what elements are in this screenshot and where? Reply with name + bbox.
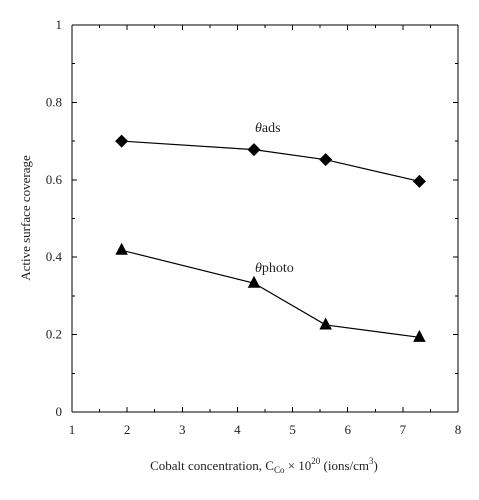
y-tick-label: 0 [56,404,63,419]
plot-frame [71,24,459,413]
x-tick-label: 6 [344,422,351,437]
data-point-diamond [319,153,333,167]
x-tick-label: 2 [124,422,131,437]
data-point-triangle [247,275,261,288]
data-point-triangle [319,317,332,330]
x-axis-ticks: 1 2 3 4 5 6 7 8 [69,25,462,437]
x-axis-title-unit-exponent: 3 [369,456,374,466]
series-label-text: ads [262,121,281,136]
data-point-diamond [412,174,426,188]
series-ads [115,134,426,188]
series-label-theta-photo: θphoto [255,261,294,276]
data-point-diamond [247,143,261,157]
series-layer [115,134,426,342]
data-point-diamond [115,134,129,148]
x-tick-label: 8 [455,422,462,437]
series-line-photo [121,249,420,338]
y-tick-label: 0.2 [46,327,62,342]
x-axis-title-unit-prefix: (ions/cm [320,458,369,473]
data-point-triangle [115,242,128,255]
series-label-text: photo [262,261,294,276]
series-label-theta-ads: θads [255,121,281,136]
y-tick-label: 0.4 [46,249,63,264]
y-tick-label: 0.8 [46,94,62,109]
x-tick-label: 4 [234,422,241,437]
y-axis-ticks: 0 0.2 0.4 0.6 0.8 1 [46,17,458,419]
y-tick-label: 1 [56,17,63,32]
y-axis-title: Active surface coverage [18,155,33,281]
x-axis-title-subscript: Co [274,465,285,475]
x-axis-title-exponent: 20 [311,456,321,466]
x-tick-label: 7 [400,422,407,437]
x-axis-title-multiplier: × 10 [284,458,311,473]
series-label-symbol: θ [255,261,262,276]
x-axis-title-unit-suffix: ) [374,458,378,473]
x-axis-title-prefix: Cobalt concentration, C [150,458,274,473]
x-tick-label: 3 [179,422,186,437]
data-point-triangle [413,329,426,342]
x-tick-label: 1 [69,422,76,437]
y-tick-label: 0.6 [46,172,63,187]
series-label-symbol: θ [255,121,262,136]
series-photo [115,242,426,342]
series-line-ads [121,140,420,182]
x-axis-title: Cobalt concentration, CCo × 1020 (ions/c… [150,456,378,475]
x-tick-label: 5 [289,422,296,437]
